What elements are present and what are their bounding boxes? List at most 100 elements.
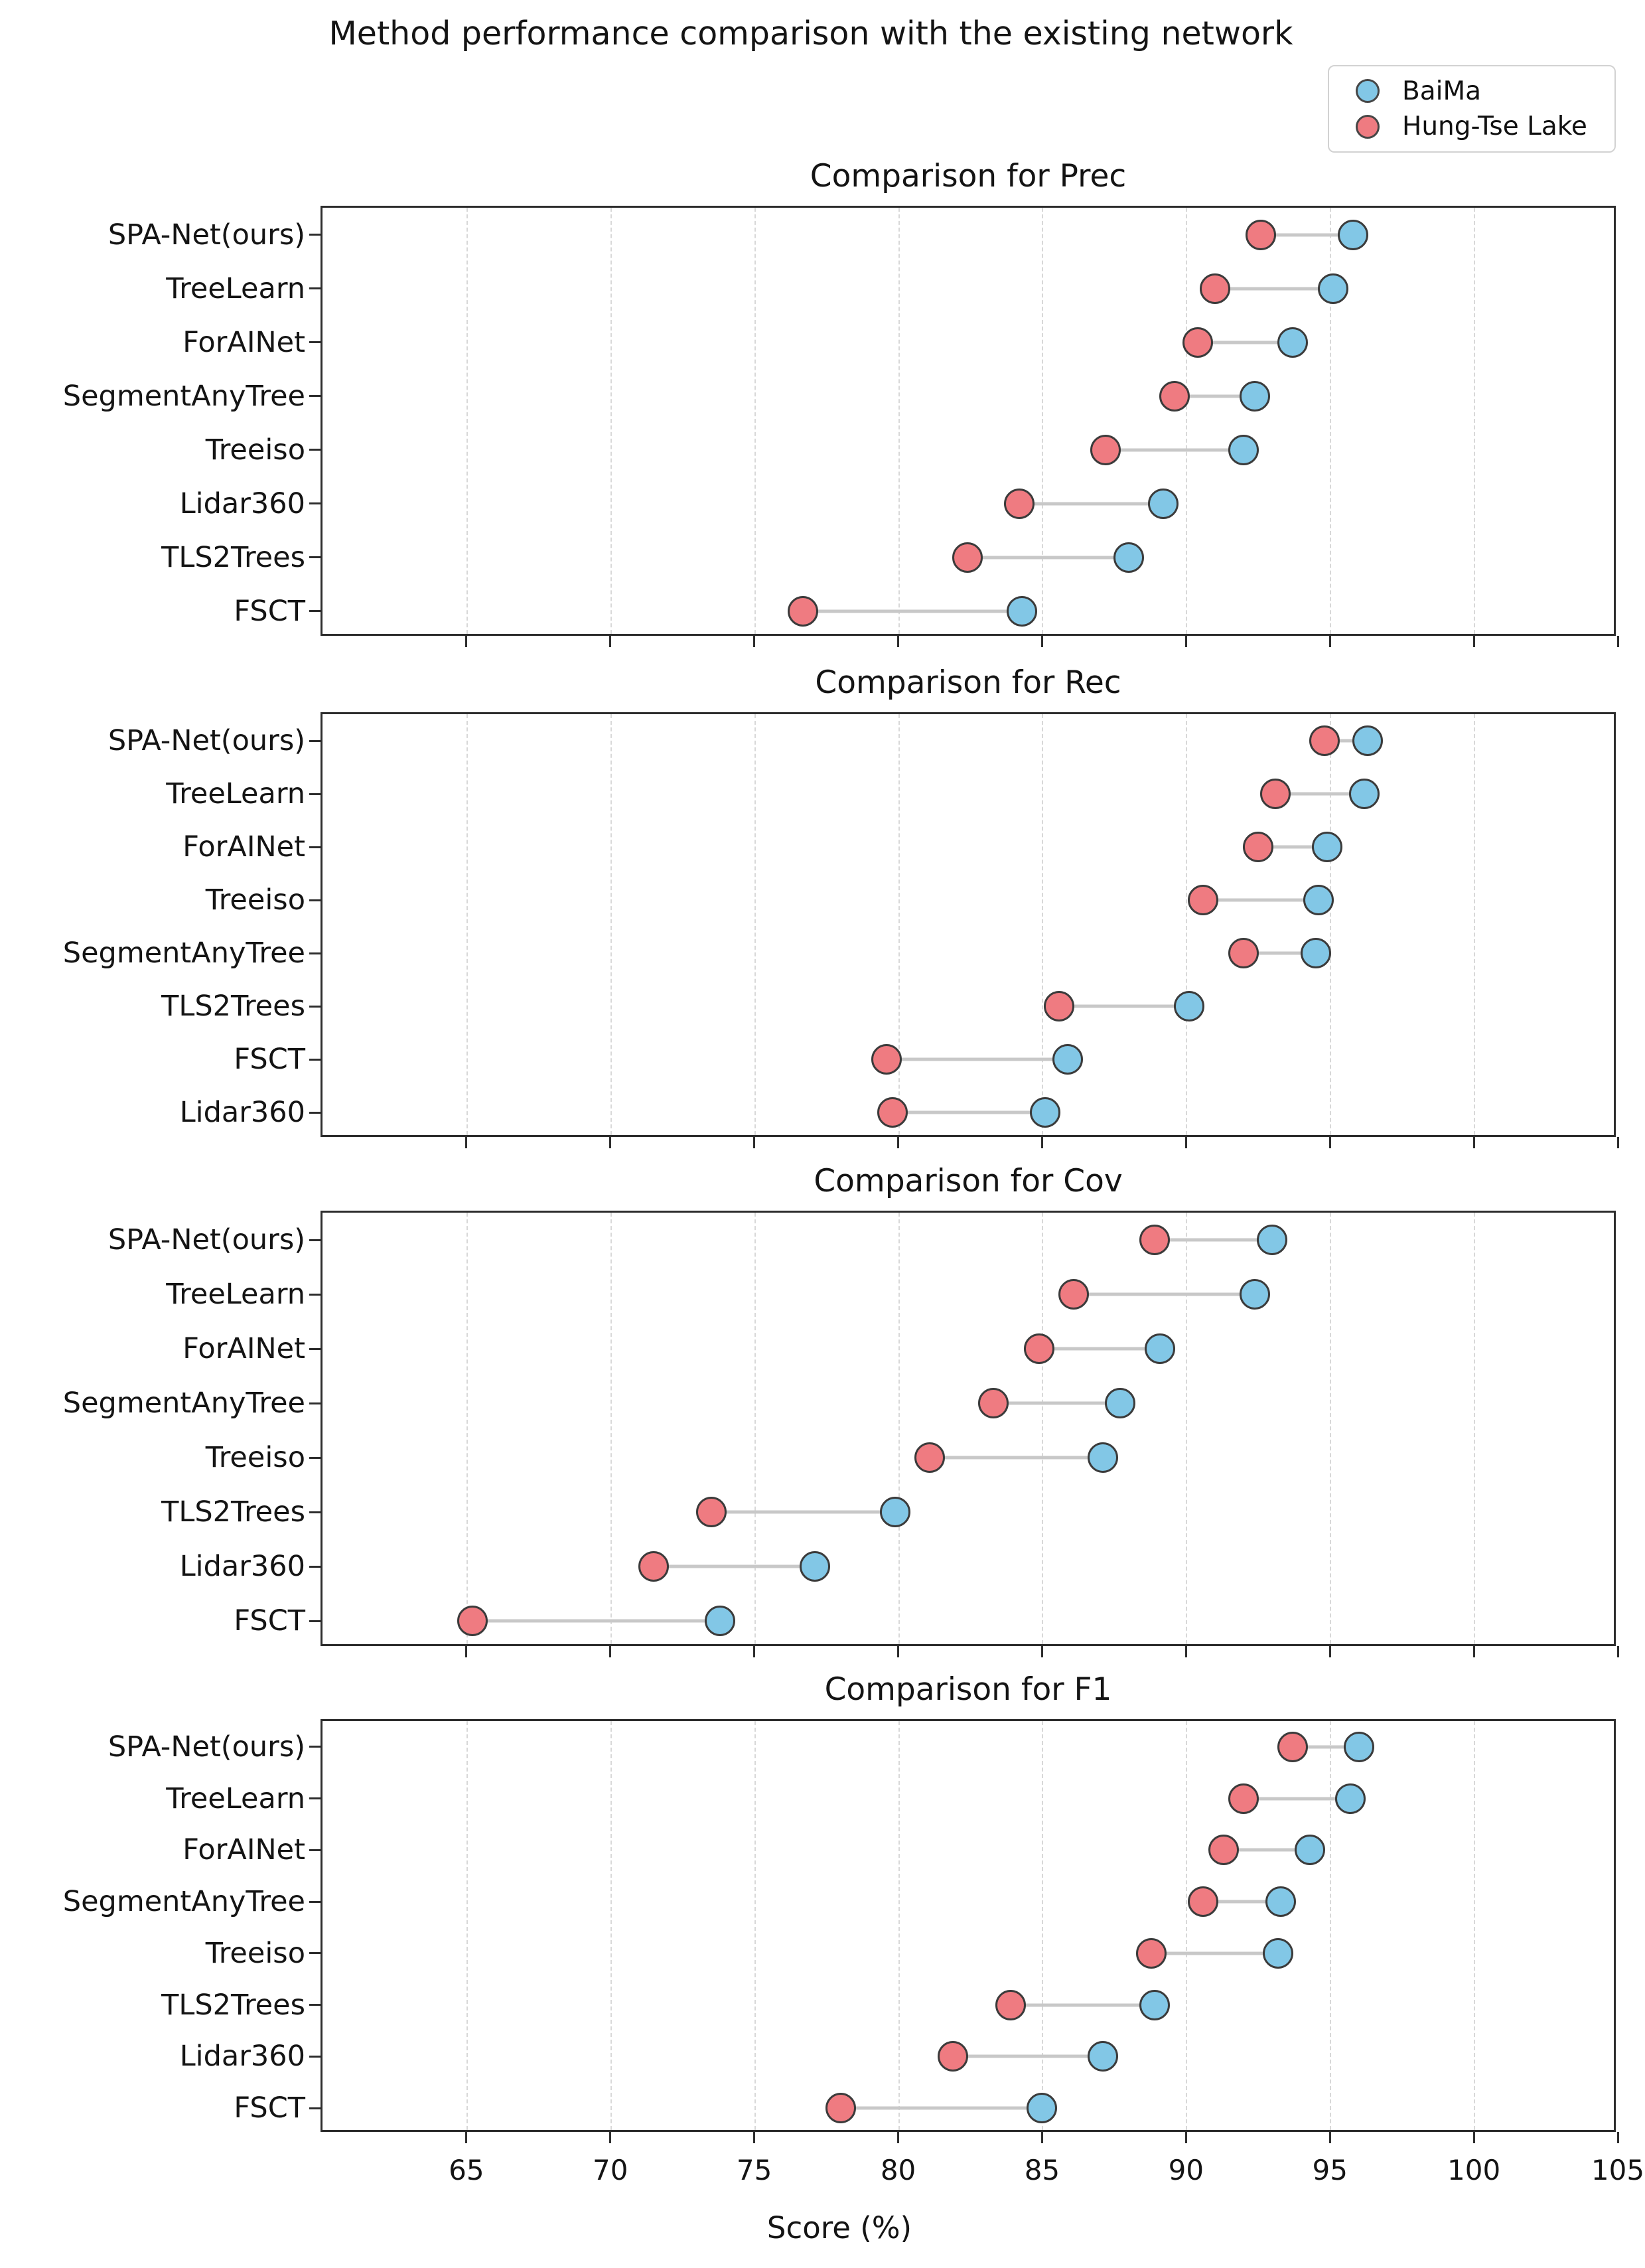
baima-point [1007, 595, 1038, 627]
category-label: SegmentAnyTree [62, 1387, 305, 1420]
category-label: SPA-Net(ours) [107, 1730, 305, 1764]
x-tick [609, 2132, 612, 2143]
gridline [1474, 714, 1476, 1135]
category-label: TreeLearn [166, 1781, 305, 1815]
gridline [754, 1213, 756, 1644]
subplot-title: Comparison for Rec [815, 664, 1121, 701]
dumbbell-connector [1261, 233, 1353, 236]
y-tick [309, 952, 321, 954]
y-tick [309, 2107, 321, 2109]
baima-point [1145, 1333, 1176, 1364]
y-tick [309, 1239, 321, 1241]
x-tick [465, 2132, 468, 2143]
baima-point [1349, 779, 1380, 809]
x-tick-label: 85 [1024, 2154, 1060, 2186]
dumbbell-connector [1203, 1900, 1281, 1904]
category-label: SegmentAnyTree [62, 379, 305, 413]
hungtse-lake-point [1159, 380, 1190, 412]
baima-point [1052, 1044, 1084, 1075]
hungtse-lake-point [1090, 434, 1121, 465]
gridline [1330, 714, 1332, 1135]
plot-area: SPA-Net(ours) TreeLearn ForAINet SegmentAny… [63, 206, 1619, 647]
dumbbell-connector [1197, 340, 1293, 344]
gridline [1330, 1213, 1332, 1644]
x-tick [1184, 1646, 1187, 1657]
baima-point [1113, 542, 1144, 573]
gridline [610, 208, 612, 634]
baima-point [1228, 434, 1259, 465]
dumbbell-connector [952, 2054, 1103, 2058]
hungtse-lake-point [1228, 938, 1259, 968]
baima-point [799, 1551, 830, 1582]
baima-point [1240, 1279, 1271, 1310]
hungtse-lake-point [695, 1497, 727, 1527]
y-tick [309, 1746, 321, 1748]
hungtse-lake-point [457, 1606, 488, 1636]
dumbbell-connector [1292, 1745, 1359, 1749]
hungtse-lake-point [1188, 885, 1219, 915]
hungtse-lake-point [995, 1989, 1026, 2020]
y-tick [309, 899, 321, 901]
baima-point [1240, 380, 1271, 412]
category-label: ForAINet [182, 830, 305, 864]
baima-point [1139, 1989, 1170, 2020]
hungtse-lake-point [1259, 779, 1291, 809]
gridline [610, 1213, 612, 1644]
hungtse-lake-point [871, 1044, 902, 1075]
gridline [898, 1721, 900, 2130]
y-tick [309, 1058, 321, 1061]
gridline [898, 714, 900, 1135]
gridline [1330, 208, 1332, 634]
x-tick-label: 70 [593, 2154, 628, 2186]
hungtse-lake-point [1228, 1783, 1259, 1814]
x-tick [1328, 1646, 1331, 1657]
baima-point [1317, 273, 1348, 304]
dumbbell-connector [887, 1057, 1068, 1061]
category-label: Treeiso [205, 883, 305, 917]
y-tick [309, 1952, 321, 1955]
gridline [1330, 1721, 1332, 2130]
x-tick [1040, 1646, 1043, 1657]
category-label: TLS2Trees [161, 1988, 305, 2022]
category-label: TLS2Trees [161, 1495, 305, 1529]
x-tick-label: 90 [1168, 2154, 1204, 2186]
x-tick [1616, 1646, 1619, 1657]
dumbbell-connector [1074, 1292, 1255, 1296]
category-label: FSCT [234, 594, 305, 628]
y-tick [309, 1565, 321, 1568]
hungtse-lake-point [914, 1442, 946, 1473]
category-label: SegmentAnyTree [62, 937, 305, 970]
baima-point [1294, 1835, 1325, 1866]
dumbbell-connector [711, 1510, 896, 1514]
x-tick [753, 1137, 756, 1148]
category-label: TLS2Trees [161, 990, 305, 1023]
hungtse-lake-point [1242, 832, 1273, 862]
category-label: Lidar360 [179, 1096, 305, 1129]
hungtse-lake-point [1058, 1279, 1090, 1310]
gridline [754, 208, 756, 634]
x-tick [897, 2132, 900, 2143]
category-label: SPA-Net(ours) [107, 724, 305, 757]
hungtse-lake-point [1044, 991, 1075, 1021]
gridline [754, 1721, 756, 2130]
gridline [466, 208, 468, 634]
hungtse-lake-point [1136, 1937, 1167, 1969]
x-tick [465, 636, 468, 647]
y-tick [309, 739, 321, 742]
dumbbell-connector [472, 1619, 720, 1623]
dumbbell-connector [1019, 502, 1163, 505]
hungtse-lake-point [638, 1551, 669, 1582]
hungtse-lake-point [977, 1388, 1009, 1418]
x-tick [753, 2132, 756, 2143]
y-tick [309, 395, 321, 397]
hungtse-lake-point [1277, 1731, 1308, 1762]
baima-point [1352, 725, 1383, 756]
legend-label-hungtse: Hung-Tse Lake [1402, 112, 1587, 142]
dumbbell-connector [930, 1456, 1103, 1460]
x-tick-label: 75 [736, 2154, 772, 2186]
gridline [466, 714, 468, 1135]
plot-area: SPA-Net(ours) TreeLearn ForAINet Treeiso Seg… [63, 712, 1619, 1148]
x-tick-label: 95 [1312, 2154, 1348, 2186]
y-tick [309, 1900, 321, 1903]
y-tick [309, 1620, 321, 1622]
